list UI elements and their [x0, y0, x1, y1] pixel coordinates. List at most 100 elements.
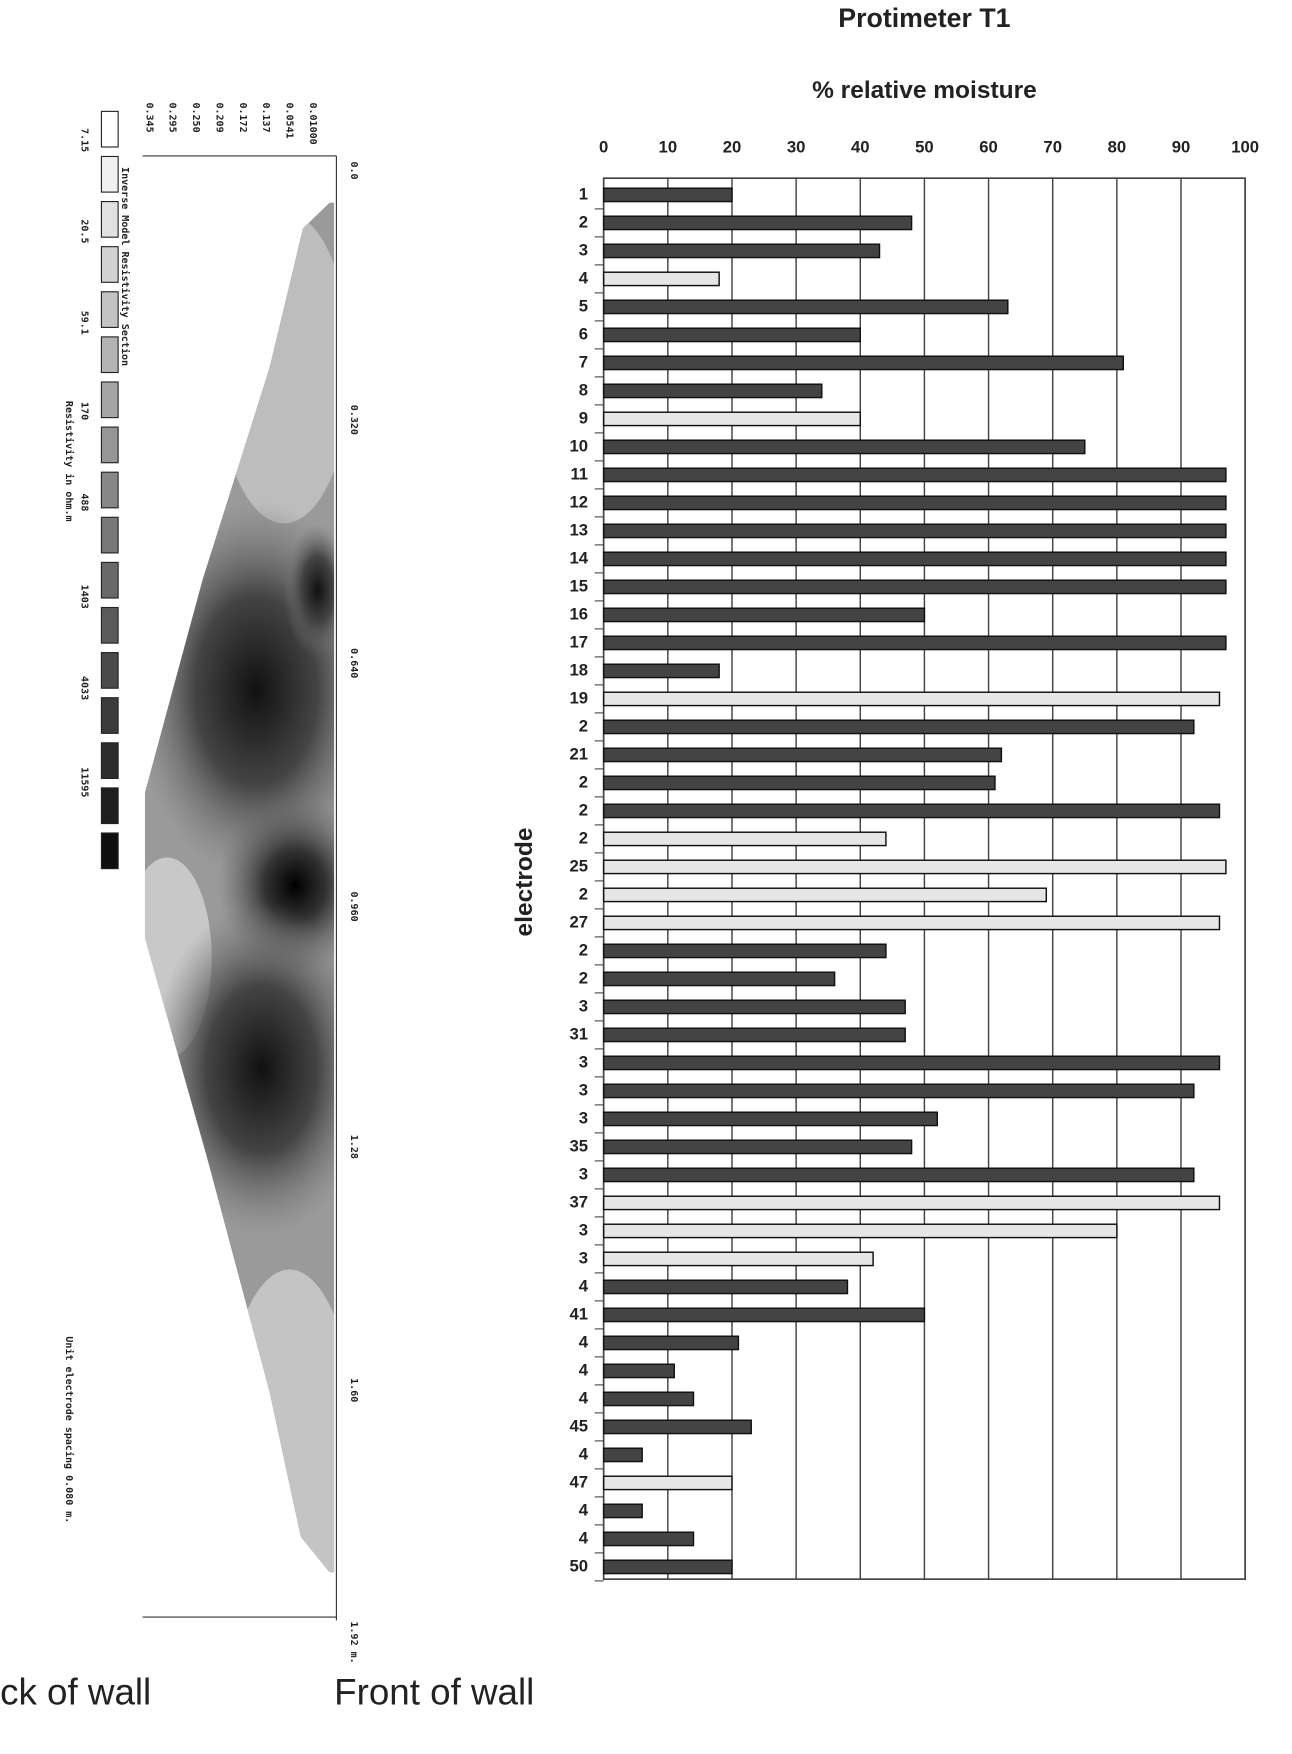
distance-label: 0.960 [348, 891, 359, 921]
bar [602, 1559, 733, 1575]
depth-label: 0.250 [190, 102, 201, 132]
legend-swatch [100, 155, 119, 193]
bar [602, 999, 906, 1015]
bar [602, 1083, 1195, 1099]
bar [602, 1027, 906, 1043]
y-tick-label: 11 [570, 464, 588, 483]
bar [602, 915, 1221, 931]
x-tick-label: 70 [1043, 138, 1062, 157]
depth-label: 0.0541 [284, 102, 295, 138]
distance-label: 1.60 [348, 1378, 359, 1402]
bar [602, 691, 1221, 707]
chart-title: Protimeter T1 [838, 3, 1010, 33]
bar [602, 719, 1195, 735]
bar [602, 663, 720, 679]
bar [602, 635, 1227, 651]
distance-label: 0.640 [348, 648, 359, 678]
bar [602, 467, 1227, 483]
bar [602, 1419, 752, 1435]
bar [602, 803, 1221, 819]
x-tick-label: 40 [851, 138, 870, 157]
y-tick-label: 3 [579, 1052, 588, 1071]
legend-swatch [100, 381, 119, 419]
y-tick-label: 4 [579, 1388, 589, 1407]
bar [602, 971, 836, 987]
bar [602, 1167, 1195, 1183]
x-tick-label: 50 [915, 138, 934, 157]
y-tick-label: 47 [570, 1472, 589, 1491]
bar [602, 1111, 938, 1127]
bar [602, 495, 1227, 511]
legend-swatch [100, 832, 119, 870]
y-tick-label: 2 [579, 968, 588, 987]
bar [602, 1335, 740, 1351]
legend-swatch [100, 742, 119, 779]
y-tick-label: 3 [579, 240, 588, 259]
y-tick-label: 4 [579, 1360, 589, 1379]
legend-label: 59.1 [79, 311, 90, 335]
caption: Front of wall [334, 1672, 534, 1713]
legend-swatch [100, 471, 119, 509]
legend-label: 20.5 [79, 219, 90, 243]
legend-swatch [100, 606, 119, 644]
y-tick-label: 21 [570, 744, 589, 763]
legend-label: 170 [79, 402, 90, 420]
bar [602, 1307, 926, 1323]
y-tick-label: 8 [579, 380, 588, 399]
bar [602, 579, 1227, 595]
x-tick-label: 60 [979, 138, 998, 157]
bar [602, 1503, 643, 1519]
y-tick-label: 3 [579, 1164, 588, 1183]
legend-swatch [100, 336, 119, 374]
y-tick-label: 9 [579, 408, 588, 427]
bar [602, 355, 1124, 371]
bar [602, 887, 1048, 903]
y-tick-label: 12 [570, 492, 589, 511]
x-tick-label: 80 [1108, 138, 1127, 157]
bar [602, 327, 861, 343]
y-tick-label: 41 [570, 1304, 589, 1323]
y-tick-label: 2 [579, 772, 588, 791]
y-tick-label: 13 [570, 520, 589, 539]
depth-label: 0.295 [167, 102, 178, 132]
bar [602, 859, 1227, 875]
bar [602, 551, 1227, 567]
bar [602, 187, 733, 203]
bar [602, 1447, 643, 1463]
bar [602, 215, 913, 231]
y-tick-label: 31 [570, 1024, 589, 1043]
y-tick-label: 3 [579, 1248, 588, 1267]
legend-label: 1403 [79, 585, 90, 609]
bar [602, 439, 1086, 455]
y-tick-label: 5 [579, 296, 588, 315]
y-axis-label: electrode [511, 828, 538, 937]
y-tick-label: 16 [570, 604, 589, 623]
bar [602, 943, 887, 959]
bar [602, 1139, 913, 1155]
y-tick-label: 2 [579, 828, 588, 847]
y-tick-label: 2 [579, 884, 588, 903]
section-title: Inverse Model Resistivity Section [119, 167, 131, 366]
bar [602, 747, 1003, 763]
y-tick-label: 50 [570, 1556, 589, 1575]
plot-frame [602, 177, 1246, 1580]
x-tick-label: 0 [599, 138, 608, 157]
legend-swatch [100, 426, 119, 464]
y-tick-label: 18 [570, 660, 589, 679]
y-tick-label: 27 [570, 912, 589, 931]
y-tick-label: 4 [579, 1500, 589, 1519]
y-tick-label: 14 [570, 548, 589, 567]
legend-caption: Resistivity in ohm.m [63, 401, 75, 522]
spacing-note: Unit electrode spacing 0.080 m. [63, 1336, 75, 1523]
y-tick-label: 2 [579, 800, 588, 819]
bar [602, 607, 926, 623]
legend-label: 11595 [79, 767, 90, 797]
bar [602, 1195, 1221, 1211]
legend-label: 488 [79, 493, 90, 511]
bar [602, 523, 1227, 539]
y-tick-label: 3 [579, 996, 588, 1015]
y-tick-label: 6 [579, 324, 588, 343]
legend-swatch [100, 697, 119, 734]
depth-label: 0.137 [260, 102, 271, 132]
y-tick-label: 4 [579, 1444, 589, 1463]
